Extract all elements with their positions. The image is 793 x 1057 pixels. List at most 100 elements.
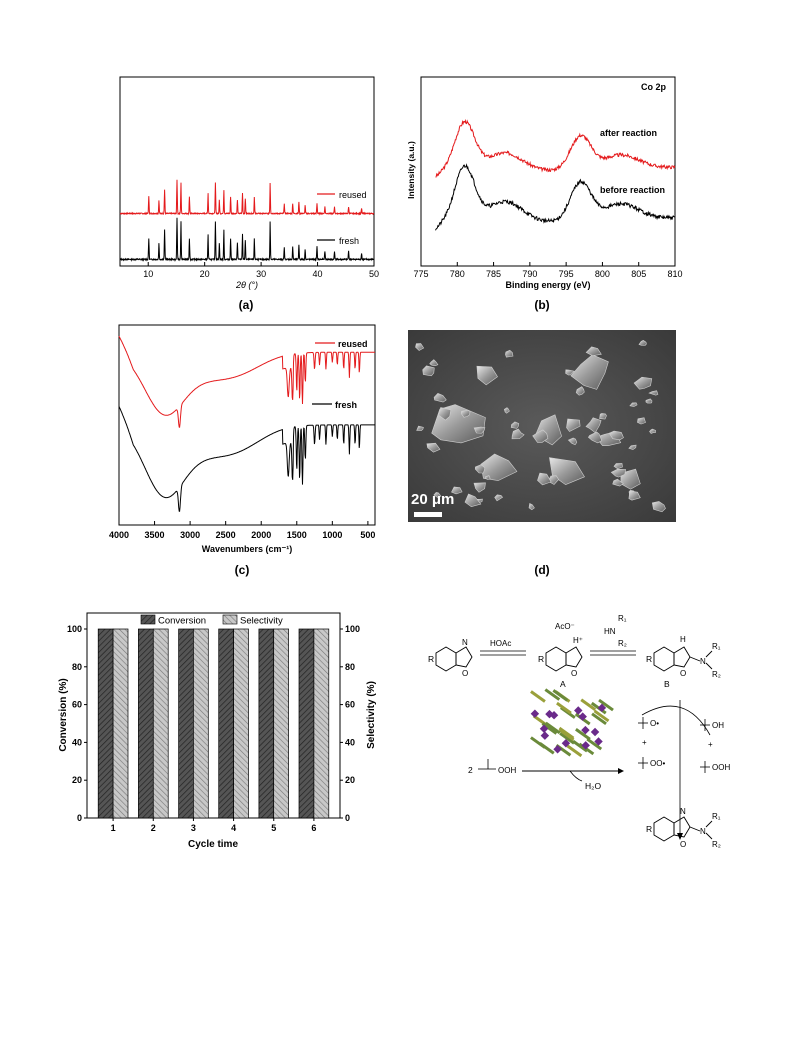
intermediate-b-structure <box>653 646 713 672</box>
x-tick-label: 790 <box>522 269 537 279</box>
reagent-hoac: HOAc <box>490 639 511 648</box>
y-tick-label-left: 80 <box>72 662 82 672</box>
sem-particle <box>505 349 514 358</box>
sem-particle <box>415 343 425 351</box>
panel-b-xps: Co 2p Intensity (a.u.) after reaction be… <box>406 76 683 290</box>
counterion-aco: AcO⁻ <box>555 622 575 631</box>
benzoxazole-structure <box>435 646 473 672</box>
bar-selectivity <box>152 628 169 819</box>
bar-selectivity <box>273 628 289 819</box>
sem-particle <box>567 437 578 446</box>
water-curl <box>569 770 583 782</box>
mof-metal-node <box>574 706 583 715</box>
atom-amine-n-product: N <box>700 827 706 836</box>
atom-n-product: N <box>680 807 686 816</box>
y-axis-right-label: Selectivity (%) <box>366 681 377 749</box>
sem-particle <box>426 442 441 453</box>
substituent-r: R <box>428 654 434 664</box>
panel-a-frame <box>119 76 375 267</box>
x-tick-label: 1500 <box>287 530 307 540</box>
legend-conversion-label: Conversion <box>158 616 206 627</box>
atom-n-plus: H⁺ <box>573 636 583 645</box>
bars <box>97 628 330 819</box>
legend-reused-label: reused <box>338 339 368 349</box>
x-axis-label: 2θ (°) <box>235 280 258 290</box>
sem-particle <box>633 376 653 390</box>
sem-particle <box>503 407 510 414</box>
legend-selectivity-swatch <box>222 614 238 625</box>
sem-particle <box>610 468 627 478</box>
sem-particle <box>649 428 656 434</box>
mof-metal-node <box>590 727 600 737</box>
sem-particle <box>570 354 609 390</box>
atom-o-a: O <box>571 669 577 678</box>
mof-linker <box>530 736 546 749</box>
caption-b: (b) <box>534 298 550 312</box>
caption-d: (d) <box>534 563 550 577</box>
product-structure <box>653 816 713 842</box>
sem-particle <box>588 431 603 444</box>
tbuoo-radical: OO• <box>650 759 665 768</box>
mof-linker <box>552 689 569 702</box>
substituent-r-b: R <box>646 654 652 664</box>
sem-particle <box>575 386 585 396</box>
x-tick-label: 2000 <box>251 530 271 540</box>
legend-selectivity-label: Selectivity <box>240 616 283 627</box>
caption-a: (a) <box>238 298 254 312</box>
x-tick-label: 3000 <box>180 530 200 540</box>
sem-particle <box>612 478 624 487</box>
sem-particle <box>464 493 482 508</box>
bar-conversion <box>97 628 114 819</box>
sem-particle <box>638 339 647 346</box>
mof-linker <box>544 688 561 701</box>
reaction-scheme: R N O HOAc AcO⁻ R H⁺ O A HN R₁ R₂ R H O … <box>428 614 730 849</box>
intermediate-a-structure <box>545 646 583 672</box>
x-tick-label: 30 <box>256 269 266 279</box>
x-tick-label: 4 <box>231 823 236 833</box>
r1-b: R₁ <box>712 642 721 651</box>
sem-particle <box>511 428 525 440</box>
sem-particle <box>648 390 659 396</box>
x-tick-label: 6 <box>311 823 316 833</box>
series-fresh-line <box>118 406 375 512</box>
bar-conversion <box>218 628 234 819</box>
label-before-reaction: before reaction <box>600 185 665 195</box>
bar-selectivity <box>233 628 249 819</box>
sem-particle <box>416 425 424 431</box>
sem-particle <box>433 492 442 498</box>
x-tick-label: 2 <box>151 823 156 833</box>
sem-particle <box>566 418 581 432</box>
sem-particles <box>408 330 676 522</box>
sem-particle <box>473 482 486 493</box>
mof-linker <box>558 728 575 742</box>
x-tick-label: 3 <box>191 823 196 833</box>
sem-particle <box>510 421 520 429</box>
x-tick-label: 785 <box>486 269 501 279</box>
sem-particle <box>451 486 463 495</box>
sem-particle <box>484 475 491 480</box>
atom-o: O <box>462 669 468 678</box>
x-tick-label: 20 <box>200 269 210 279</box>
chart-frame <box>86 612 341 819</box>
x-tick-label: 780 <box>450 269 465 279</box>
label-after-reaction: after reaction <box>600 128 657 138</box>
x-tick-label: 4000 <box>109 530 129 540</box>
mof-linker <box>591 712 607 726</box>
x-axis-ticks: 775 780 785 790 795 800 805 810 <box>413 262 683 279</box>
mof-metal-node <box>539 724 549 733</box>
x-tick-label: 805 <box>631 269 646 279</box>
sem-particle <box>532 429 549 443</box>
mof-metal-node <box>578 712 587 721</box>
y-tick-label-right: 100 <box>345 624 360 634</box>
y-tick-label-right: 60 <box>345 700 355 710</box>
mof-linker <box>566 744 583 758</box>
sem-particle <box>429 359 439 367</box>
mof-metal-node <box>553 744 562 754</box>
sem-particle <box>460 409 471 418</box>
sem-particle <box>474 464 486 474</box>
sem-particle <box>549 457 585 486</box>
y-tick-label-left: 40 <box>72 737 82 747</box>
x-tick-label: 5 <box>271 823 276 833</box>
byproduct-water: H₂O <box>585 781 601 791</box>
